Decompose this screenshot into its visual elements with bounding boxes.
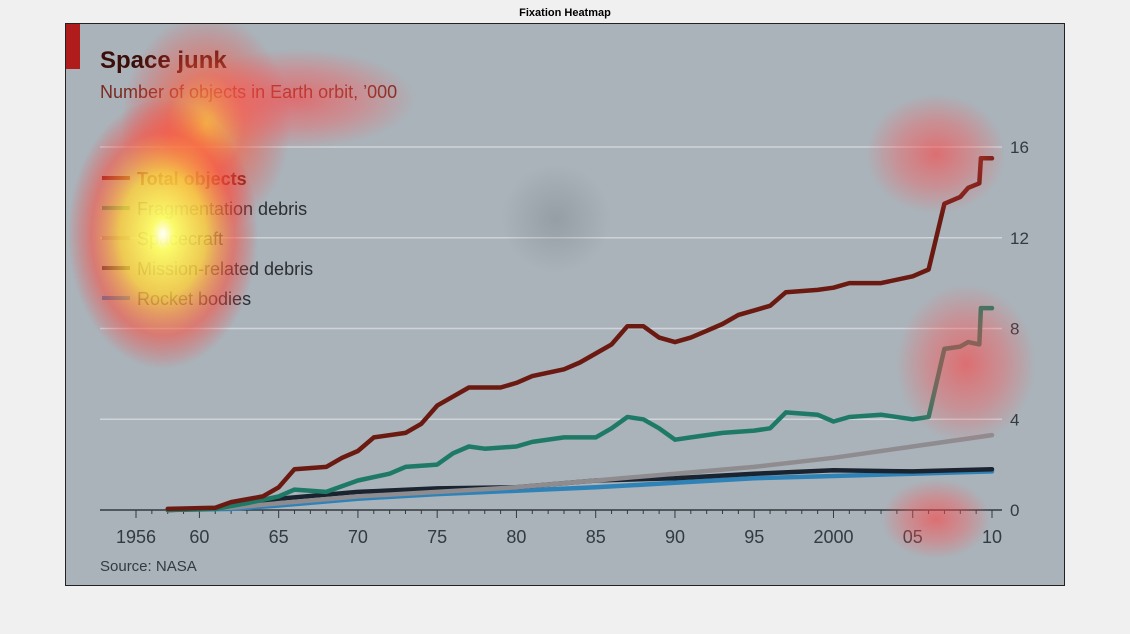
x-tick-label: 05: [903, 527, 923, 547]
chart-subtitle: Number of objects in Earth orbit, ’000: [100, 82, 397, 102]
x-tick-label: 80: [506, 527, 526, 547]
legend-label-total-objects: Total objects: [137, 169, 247, 189]
x-tick-label: 65: [269, 527, 289, 547]
x-tick-label: 70: [348, 527, 368, 547]
x-tick-label: 2000: [813, 527, 853, 547]
accent-bar: [66, 24, 80, 69]
x-tick-label: 75: [427, 527, 447, 547]
y-tick-label: 8: [1010, 320, 1019, 339]
x-tick-label: 85: [586, 527, 606, 547]
x-tick-label: 60: [189, 527, 209, 547]
legend-label-spacecraft: Spacecraft: [137, 229, 223, 249]
series-line-total-objects: [165, 156, 995, 512]
y-tick-label: 12: [1010, 229, 1029, 248]
legend-label-rocket-bodies: Rocket bodies: [137, 289, 251, 309]
legend-label-mission-related-debris: Mission-related debris: [137, 259, 313, 279]
y-tick-label: 4: [1010, 410, 1019, 429]
x-tick-label: 10: [982, 527, 1002, 547]
x-tick-label: 1956: [116, 527, 156, 547]
chart-panel: Space junk Number of objects in Earth or…: [65, 23, 1065, 586]
chart-source: Source: NASA: [100, 558, 197, 575]
x-axis: 1956 60 65 70 75 80 85 90 95 2000 05 10: [100, 509, 1002, 547]
figure-title: Fixation Heatmap: [519, 7, 611, 19]
legend: Total objects Fragmentation debris Spacecr…: [102, 169, 313, 309]
space-junk-chart: Space junk Number of objects in Earth or…: [66, 24, 1029, 575]
x-tick-label: 95: [744, 527, 764, 547]
y-axis: 0 4 8 12 16: [1010, 138, 1029, 520]
legend-label-fragmentation-debris: Fragmentation debris: [137, 199, 307, 219]
series-line-spacecraft: [165, 432, 995, 513]
y-tick-label: 0: [1010, 501, 1019, 520]
chart-title: Space junk: [100, 47, 227, 74]
x-tick-label: 90: [665, 527, 685, 547]
y-tick-label: 16: [1010, 138, 1029, 157]
